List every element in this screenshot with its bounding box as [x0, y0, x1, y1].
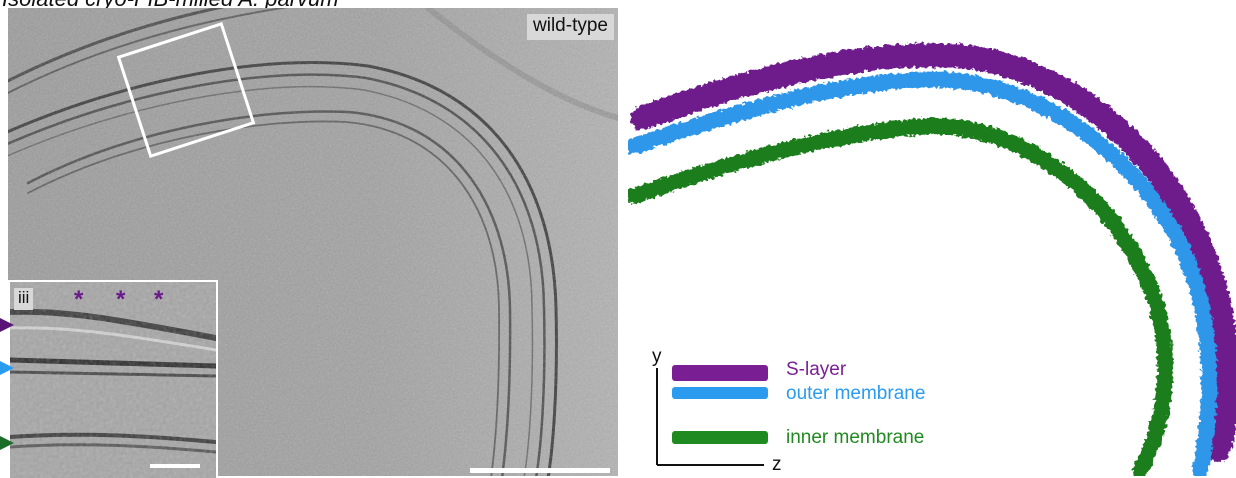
inner-membrane-legend-label: inner membrane: [786, 427, 925, 448]
inset-panel: iii * * *: [8, 280, 218, 478]
s-layer-swatch: [672, 365, 768, 381]
scale-bar: [470, 468, 610, 473]
axis-indicator: [656, 368, 764, 466]
inset-image: [10, 282, 216, 478]
s-layer-surface: [630, 43, 1236, 462]
z-axis-label: z: [772, 454, 782, 475]
tomogram-image: [8, 8, 618, 476]
inner-membrane-surface: [628, 117, 1174, 476]
y-axis-label: y: [652, 346, 662, 367]
s-layer-legend-label: S-layer: [786, 359, 847, 380]
panel-label: wild-type: [527, 14, 614, 40]
inset-scale-bar: [150, 464, 200, 468]
s-layer-asterisk: *: [154, 286, 164, 313]
s-layer-asterisk: *: [74, 286, 84, 313]
outer-membrane-legend-label: outer membrane: [786, 383, 926, 404]
figure-title: Isolated cryo-FIB-milled A. parvum: [2, 0, 339, 12]
outer-membrane-surface: [628, 71, 1218, 476]
s-layer-arrow-icon: [0, 318, 14, 332]
inner-membrane-swatch: [672, 431, 768, 444]
legend: S-layer outer membrane inner membrane: [640, 345, 980, 475]
segmentation-rendering: [628, 43, 1236, 476]
outer-membrane-swatch: [672, 387, 768, 399]
region-box: [116, 21, 256, 159]
s-layer-asterisk: *: [116, 286, 126, 313]
inset-label: iii: [14, 288, 34, 310]
outer-membrane-arrow-icon: [0, 361, 14, 375]
inner-membrane-arrow-icon: [0, 436, 14, 450]
